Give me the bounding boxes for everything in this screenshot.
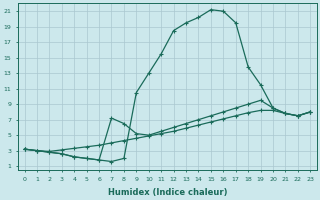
X-axis label: Humidex (Indice chaleur): Humidex (Indice chaleur) xyxy=(108,188,227,197)
